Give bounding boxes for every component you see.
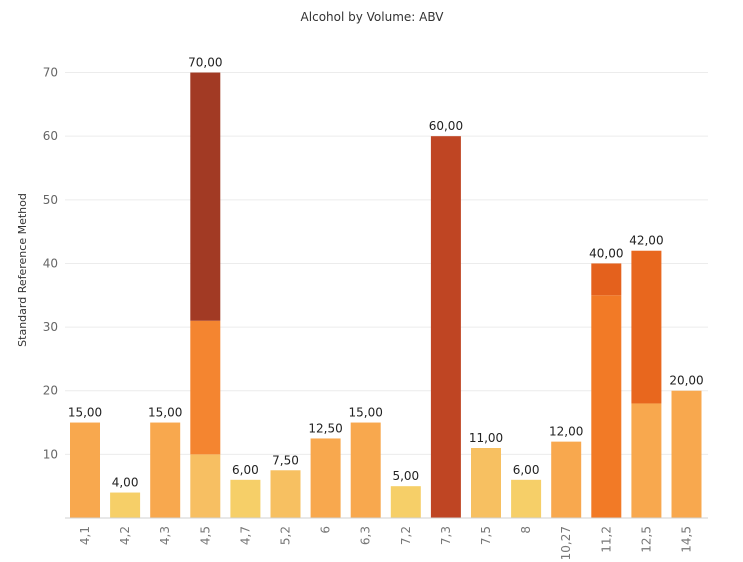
data-label: 12,00 [549, 425, 583, 439]
data-label: 11,00 [469, 431, 503, 445]
data-label: 12,50 [308, 421, 342, 435]
bar-segment [511, 479, 542, 518]
data-label: 15,00 [349, 406, 383, 420]
data-label: 42,00 [629, 234, 663, 248]
x-tick-label: 5,2 [279, 526, 293, 545]
y-tick-label: 10 [43, 447, 58, 461]
data-label: 20,00 [669, 374, 703, 388]
bar-segment [110, 492, 141, 518]
data-label: 40,00 [589, 246, 623, 260]
gridlines [65, 72, 708, 455]
data-label: 5,00 [392, 469, 419, 483]
y-axis-ticks: 10 20 30 40 50 60 70 [43, 66, 58, 462]
data-label: 60,00 [429, 119, 463, 133]
x-tick-label: 4,7 [238, 526, 252, 545]
x-tick-label: 4,5 [198, 526, 212, 545]
bar-segment [430, 136, 461, 518]
x-tick-label: 11,2 [599, 526, 613, 553]
bar-segment [631, 403, 662, 518]
bar-segment [190, 454, 221, 518]
chart-title: Alcohol by Volume: ABV [301, 10, 445, 24]
bar-segment [350, 422, 381, 518]
y-tick-label: 60 [43, 129, 58, 143]
bar-segment [70, 422, 100, 518]
data-labels: 15,00 4,00 15,00 70,00 6,00 7,50 12,50 15,00 5,0… [68, 56, 704, 490]
x-tick-label: 14,5 [680, 526, 694, 553]
x-tick-label: 6 [319, 526, 333, 534]
bar-segment [591, 295, 622, 518]
bar-segment [310, 438, 341, 518]
y-tick-label: 40 [43, 256, 58, 270]
y-tick-label: 20 [43, 384, 58, 398]
data-label: 6,00 [513, 463, 540, 477]
bar-segment [631, 250, 662, 404]
data-label: 15,00 [68, 406, 102, 420]
data-label: 70,00 [188, 56, 222, 70]
x-tick-label: 7,3 [439, 526, 453, 545]
bar-segment [390, 486, 421, 518]
data-label: 4,00 [112, 476, 139, 490]
bar-segment [591, 263, 622, 296]
x-tick-label: 8 [519, 526, 533, 534]
data-label: 15,00 [148, 406, 182, 420]
y-axis-label: Standard Reference Method [16, 193, 29, 347]
y-tick-label: 30 [43, 320, 58, 334]
x-tick-label: 7,5 [479, 526, 493, 545]
x-tick-label: 4,3 [158, 526, 172, 545]
bar-segment [270, 470, 301, 518]
x-tick-label: 6,3 [359, 526, 373, 545]
bar-segment [150, 422, 181, 518]
bar-segment [230, 479, 261, 518]
y-tick-label: 70 [43, 66, 58, 80]
bar-segment [471, 448, 501, 518]
y-tick-label: 50 [43, 193, 58, 207]
data-label: 6,00 [232, 463, 259, 477]
data-label: 7,50 [272, 453, 299, 467]
x-tick-label: 4,1 [78, 526, 92, 545]
bar-segment [551, 441, 582, 518]
x-tick-label: 7,2 [399, 526, 413, 545]
x-tick-label: 12,5 [639, 526, 653, 553]
bar-segment [190, 320, 221, 455]
x-tick-label: 4,2 [118, 526, 132, 545]
x-axis-ticks: 4,1 4,2 4,3 4,5 4,7 5,2 6 6,3 7,2 7,3 7,5 8 10,27 11,… [78, 526, 694, 560]
x-tick-label: 10,27 [559, 526, 573, 560]
bar-segment [190, 72, 221, 321]
bars [70, 72, 702, 518]
bar-segment [671, 390, 702, 518]
